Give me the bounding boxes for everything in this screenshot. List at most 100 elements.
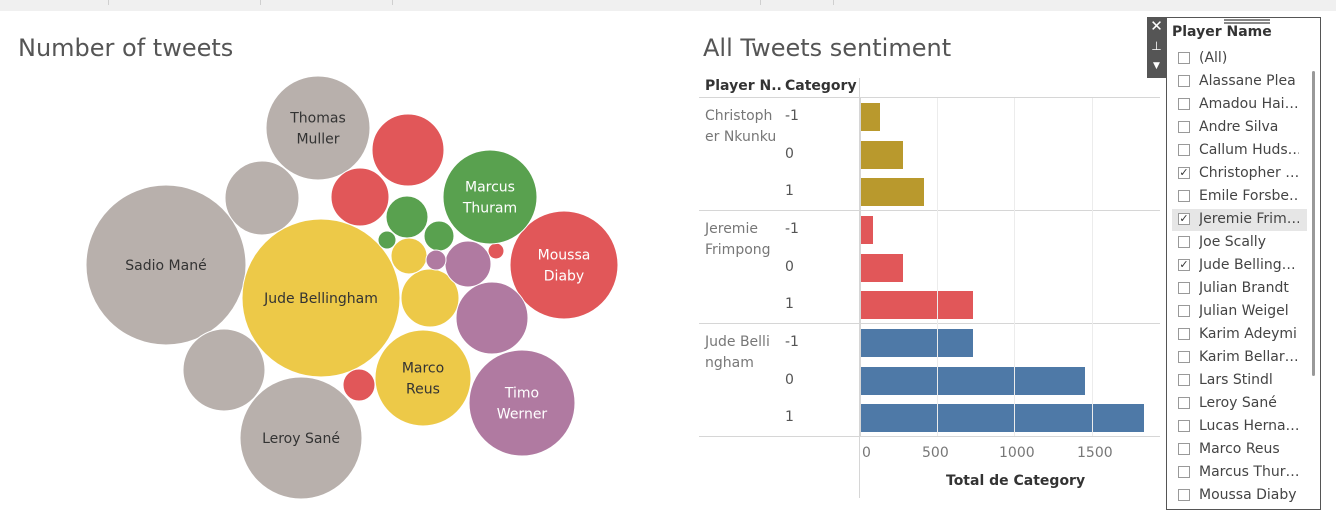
bubble[interactable] bbox=[487, 242, 505, 260]
toolbar-divider bbox=[108, 0, 109, 5]
filter-item[interactable]: (All) bbox=[1172, 48, 1307, 70]
bubble[interactable] bbox=[444, 240, 492, 288]
filter-item[interactable]: Julian Weigel bbox=[1172, 301, 1307, 323]
player-column-header[interactable]: Player N.. bbox=[705, 78, 782, 94]
filter-checkbox[interactable] bbox=[1178, 466, 1190, 478]
bubble[interactable] bbox=[342, 368, 376, 402]
bubble-label: Reus bbox=[406, 382, 440, 398]
filter-item[interactable]: Lucas Herna… bbox=[1172, 416, 1307, 438]
filter-checkbox[interactable] bbox=[1178, 121, 1190, 133]
bubble[interactable] bbox=[377, 230, 397, 250]
bubble[interactable] bbox=[425, 249, 447, 271]
filter-scrollbar[interactable] bbox=[1309, 51, 1319, 501]
sentiment-bar[interactable] bbox=[860, 140, 903, 169]
scrollbar-thumb[interactable] bbox=[1312, 71, 1315, 376]
bubble[interactable] bbox=[400, 268, 460, 328]
dropdown-arrow-icon[interactable]: ▼ bbox=[1153, 61, 1160, 71]
sentiment-bar[interactable] bbox=[860, 216, 873, 244]
filter-checkbox[interactable] bbox=[1178, 98, 1190, 110]
bubble[interactable] bbox=[455, 281, 529, 355]
filter-item[interactable]: Marco Reus bbox=[1172, 439, 1307, 461]
filter-item-label: Leroy Sané bbox=[1199, 395, 1277, 411]
bubble[interactable] bbox=[468, 349, 576, 457]
drag-handle-icon[interactable] bbox=[1224, 18, 1270, 27]
bubble[interactable] bbox=[241, 218, 401, 378]
filter-item[interactable]: Emile Forsbe… bbox=[1172, 186, 1307, 208]
sentiment-bar[interactable] bbox=[860, 291, 973, 319]
bubble[interactable] bbox=[224, 160, 300, 236]
sentiment-bar[interactable] bbox=[860, 253, 903, 282]
filter-title: Player Name bbox=[1172, 24, 1272, 40]
sentiment-bar[interactable] bbox=[860, 103, 880, 131]
sentiment-bar[interactable] bbox=[860, 178, 924, 206]
filter-item-label: Joe Scally bbox=[1199, 234, 1266, 250]
bubble[interactable] bbox=[330, 167, 390, 227]
bubble[interactable] bbox=[385, 195, 429, 239]
bubble[interactable] bbox=[442, 149, 538, 245]
sentiment-chart-title: All Tweets sentiment bbox=[703, 34, 952, 62]
filter-checkbox[interactable] bbox=[1178, 144, 1190, 156]
filter-item[interactable]: Leroy Sané bbox=[1172, 393, 1307, 415]
x-tick-label: 1000 bbox=[999, 445, 1035, 461]
axis-divider bbox=[699, 436, 1160, 437]
filter-checkbox[interactable]: ✓ bbox=[1178, 166, 1190, 179]
filter-item[interactable]: ✓ Jude Belling… bbox=[1172, 255, 1307, 277]
bubble[interactable] bbox=[509, 210, 619, 320]
header-divider bbox=[699, 97, 1160, 98]
bubble[interactable] bbox=[85, 184, 247, 346]
group-divider bbox=[699, 323, 1160, 324]
filter-checkbox[interactable] bbox=[1178, 305, 1190, 317]
filter-item[interactable]: ✓ Jeremie Frim… bbox=[1172, 209, 1307, 231]
bubble[interactable] bbox=[371, 113, 445, 187]
sentiment-bar[interactable] bbox=[860, 366, 1085, 395]
filter-item[interactable]: Andre Silva bbox=[1172, 117, 1307, 139]
filter-item[interactable]: Lars Stindl bbox=[1172, 370, 1307, 392]
filter-item[interactable]: Amadou Hai… bbox=[1172, 94, 1307, 116]
bubble-label: Thomas bbox=[289, 111, 346, 127]
filter-item[interactable]: Callum Huds… bbox=[1172, 140, 1307, 162]
filter-checkbox[interactable]: ✓ bbox=[1178, 258, 1190, 271]
filter-item[interactable]: Moussa Diaby bbox=[1172, 485, 1307, 507]
filter-checkbox[interactable]: ✓ bbox=[1178, 212, 1190, 225]
bubble[interactable] bbox=[182, 328, 266, 412]
filter-item-label: Callum Huds… bbox=[1199, 142, 1299, 158]
sentiment-bar[interactable] bbox=[860, 404, 1144, 432]
filter-checkbox[interactable] bbox=[1178, 52, 1190, 64]
filter-checkbox[interactable] bbox=[1178, 328, 1190, 340]
filter-checkbox[interactable] bbox=[1178, 190, 1190, 202]
close-icon[interactable]: ✕ bbox=[1150, 17, 1163, 35]
filter-checkbox[interactable] bbox=[1178, 282, 1190, 294]
category-column-header[interactable]: Category bbox=[785, 78, 857, 94]
pin-icon[interactable]: ⊥ bbox=[1151, 39, 1162, 53]
x-tick-label: 500 bbox=[922, 445, 949, 461]
category-label: 0 bbox=[785, 258, 794, 275]
bubble-label: Jude Bellingham bbox=[263, 291, 378, 307]
filter-checkbox[interactable] bbox=[1178, 374, 1190, 386]
filter-checkbox[interactable] bbox=[1178, 236, 1190, 248]
bubble[interactable] bbox=[239, 376, 363, 500]
filter-item[interactable]: Karim Bellar… bbox=[1172, 347, 1307, 369]
filter-checkbox[interactable] bbox=[1178, 420, 1190, 432]
filter-checkbox[interactable] bbox=[1178, 489, 1190, 501]
filter-item[interactable]: Alassane Plea bbox=[1172, 71, 1307, 93]
bubble[interactable] bbox=[374, 329, 472, 427]
filter-item[interactable]: Joe Scally bbox=[1172, 232, 1307, 254]
filter-item[interactable]: Karim Adeymi bbox=[1172, 324, 1307, 346]
filter-checkbox[interactable] bbox=[1178, 351, 1190, 363]
bubble[interactable] bbox=[390, 237, 428, 275]
filter-item[interactable]: Julian Brandt bbox=[1172, 278, 1307, 300]
bubble[interactable] bbox=[265, 75, 371, 181]
category-label: 0 bbox=[785, 145, 794, 162]
toolbar-divider bbox=[260, 0, 261, 5]
filter-checkbox[interactable] bbox=[1178, 75, 1190, 87]
filter-checkbox[interactable] bbox=[1178, 397, 1190, 409]
bubble[interactable] bbox=[423, 220, 455, 252]
filter-item-label: Moussa Diaby bbox=[1199, 487, 1297, 503]
filter-item[interactable]: Marcus Thur… bbox=[1172, 462, 1307, 484]
filter-checkbox[interactable] bbox=[1178, 443, 1190, 455]
bubble-chart-title: Number of tweets bbox=[18, 34, 234, 62]
filter-item[interactable]: ✓ Christopher … bbox=[1172, 163, 1307, 185]
filter-item-label: Jeremie Frim… bbox=[1199, 211, 1299, 227]
filter-item-label: Emile Forsbe… bbox=[1199, 188, 1299, 204]
sentiment-bar[interactable] bbox=[860, 329, 973, 357]
